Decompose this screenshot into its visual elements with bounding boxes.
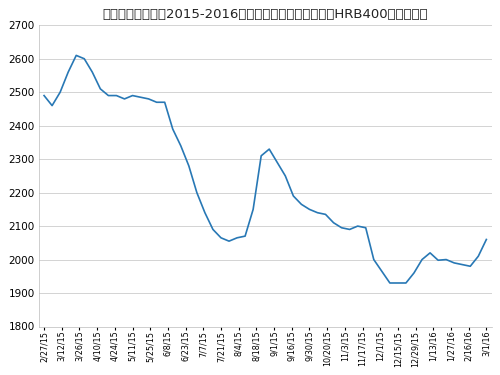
Title: 【自由锂铁网】：2015-2016年度全国主要地区螺纹锂【HRB400】均价走势: 【自由锂铁网】：2015-2016年度全国主要地区螺纹锂【HRB400】均价走势 — [102, 8, 428, 21]
